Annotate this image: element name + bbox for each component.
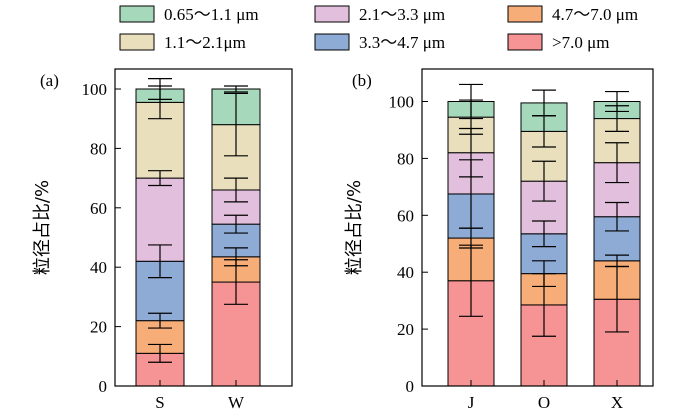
legend-label: 1.1～2.1μm — [164, 33, 246, 52]
legend-label: 0.65～1.1 μm — [164, 5, 259, 24]
x-tick-label: O — [538, 393, 550, 412]
legend-swatch — [507, 5, 543, 23]
plot-frame — [421, 68, 654, 387]
legend-label: 4.7～7.0 μm — [552, 5, 638, 24]
y-axis-label: 粒径占比/% — [344, 180, 365, 275]
y-tick-label: 0 — [99, 377, 108, 396]
y-tick-label: 80 — [90, 139, 107, 158]
y-tick-label: 20 — [90, 318, 107, 337]
legend-label: 2.1～3.3 μm — [359, 5, 445, 24]
y-tick-label: 100 — [389, 93, 415, 112]
legend-swatch — [507, 33, 543, 51]
legend-label: 3.3～4.7 μm — [359, 33, 445, 52]
y-tick-label: 60 — [397, 206, 414, 225]
x-tick-label: S — [155, 393, 164, 412]
y-tick-label: 60 — [90, 199, 107, 218]
y-tick-label: 0 — [406, 377, 415, 396]
y-tick-label: 40 — [90, 258, 107, 277]
legend-swatch — [314, 5, 350, 23]
legend-swatch — [314, 33, 350, 51]
y-tick-label: 40 — [397, 263, 414, 282]
y-axis-label: 粒径占比/% — [32, 180, 53, 275]
legend-swatch — [119, 33, 155, 51]
plot-frame — [114, 68, 293, 387]
y-tick-label: 100 — [82, 80, 108, 99]
legend-label: >7.0 μm — [552, 33, 609, 52]
panel-label: (b) — [352, 71, 372, 90]
panel-label: (a) — [40, 71, 59, 90]
x-tick-label: J — [468, 393, 475, 412]
panel-b: J O X 0 20 40 60 80 100 (b) 粒径占比/% — [344, 68, 654, 412]
y-tick-label: 20 — [397, 320, 414, 339]
legend-swatch — [119, 5, 155, 23]
x-tick-label: X — [611, 393, 623, 412]
y-tick-label: 80 — [397, 149, 414, 168]
panel-a: S W 0 20 40 60 80 100 (a) 粒径占比/% — [32, 68, 293, 412]
x-tick-label: W — [228, 393, 245, 412]
legend: 0.65～1.1 μm 2.1～3.3 μm 4.7～7.0 μm 1.1～2.1μm… — [119, 5, 638, 52]
